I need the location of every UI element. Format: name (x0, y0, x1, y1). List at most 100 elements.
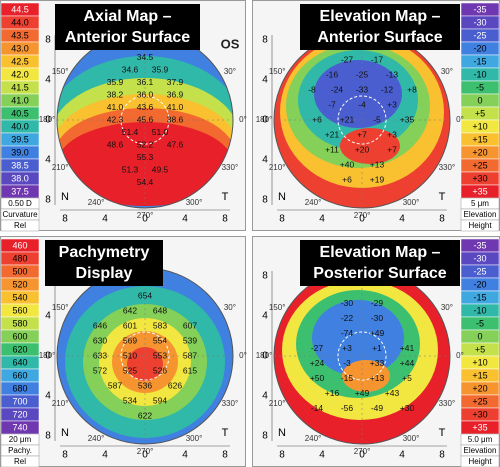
map-value: +35 (400, 114, 415, 124)
angle-label: 270° (137, 447, 154, 456)
scale-footer-label: Elevation (464, 446, 497, 455)
map-value: 47.6 (167, 139, 184, 149)
x-tick-label: 0 (142, 214, 148, 225)
map-value: 648 (153, 305, 167, 315)
x-tick-label: 8 (62, 450, 68, 461)
y-tick-label: 0 (262, 351, 268, 362)
scale-footer-label: Elevation (464, 210, 497, 219)
map-value: +21 (340, 114, 355, 124)
map-value: 35.9 (107, 77, 124, 87)
angle-label: 270° (137, 211, 154, 220)
y-tick-label: 8 (45, 195, 51, 206)
scale-label: +35 (472, 422, 487, 432)
map-value: +6 (312, 114, 322, 124)
temporal-label: T (439, 191, 446, 203)
scale-footer-label: 0.50 D (8, 199, 32, 208)
scale-label: 43.0 (11, 43, 29, 53)
scale-label: 720 (12, 409, 27, 419)
panel-title: Elevation Map – (320, 244, 441, 261)
map-value: 51.0 (152, 127, 169, 137)
map-value: -29 (371, 298, 384, 308)
scale-label: 38.0 (11, 173, 29, 183)
y-tick-label: 0 (262, 115, 268, 126)
scale-label: -20 (473, 279, 486, 289)
map-value: +11 (325, 144, 339, 154)
map-value: +20 (355, 144, 370, 154)
scale-label: 480 (12, 253, 27, 263)
angle-label: 240° (305, 434, 322, 443)
x-tick-label: 0 (359, 450, 365, 461)
angle-label: 30° (224, 67, 236, 76)
map-value: -49 (371, 403, 384, 413)
temporal-label: T (439, 427, 446, 439)
angle-label: 300° (186, 434, 203, 443)
map-value: -74 (341, 328, 354, 338)
x-tick-label: 8 (222, 450, 228, 461)
map-value: 654 (138, 290, 152, 300)
scale-label: 42.0 (11, 69, 29, 79)
map-value: -4 (358, 99, 366, 109)
map-value: 52.2 (137, 139, 154, 149)
nasal-label: N (61, 427, 69, 439)
x-tick-label: 4 (182, 214, 188, 225)
map-value: 572 (93, 365, 107, 375)
title-box (300, 240, 460, 286)
map-value: 642 (123, 305, 137, 315)
angle-label: 330° (222, 163, 239, 172)
title-box (55, 4, 200, 50)
scale-label: +30 (472, 173, 487, 183)
x-tick-label: 4 (399, 450, 405, 461)
panel-title: Anterior Surface (65, 29, 190, 46)
map-value: -8 (308, 84, 316, 94)
scale-label: 42.5 (11, 56, 29, 66)
scale-label: 500 (12, 266, 27, 276)
angle-label: 270° (354, 447, 371, 456)
map-value: 569 (123, 335, 137, 345)
temporal-label: T (222, 191, 229, 203)
y-tick-label: 4 (45, 75, 51, 86)
scale-label: 620 (12, 344, 27, 354)
map-value: 534 (123, 395, 137, 405)
scale-footer-label: Height (468, 457, 492, 466)
x-tick-label: 8 (279, 214, 285, 225)
scale-label: 43.5 (11, 30, 29, 40)
map-value: 587 (183, 350, 197, 360)
map-value: 41.0 (107, 102, 124, 112)
y-tick-label: 4 (262, 391, 268, 402)
map-value: 36.9 (167, 89, 184, 99)
map-value: +13 (370, 159, 385, 169)
map-value: 36.1 (137, 77, 154, 87)
map-value: -12 (381, 84, 394, 94)
x-tick-label: 4 (102, 450, 108, 461)
x-tick-label: 8 (439, 214, 445, 225)
map-value: 607 (183, 320, 197, 330)
scale-label: +5 (475, 108, 485, 118)
scale-footer-label: Height (468, 221, 492, 230)
y-tick-label: 8 (262, 431, 268, 442)
y-tick-label: 8 (262, 35, 268, 46)
scale-label: -20 (473, 43, 486, 53)
angle-label: 0° (239, 351, 247, 360)
scale-label: -5 (476, 318, 484, 328)
scale-label: -30 (473, 17, 486, 27)
scale-label: 740 (12, 422, 27, 432)
map-value: -13 (386, 69, 399, 79)
map-value: +16 (325, 388, 340, 398)
map-value: +41 (400, 343, 415, 353)
map-value: 615 (183, 365, 197, 375)
map-value: +24 (310, 358, 325, 368)
map-value: +3 (387, 99, 397, 109)
scale-label: -10 (473, 69, 486, 79)
map-value: 45.6 (137, 114, 154, 124)
map-value: +1 (372, 343, 382, 353)
map-value: +43 (385, 388, 400, 398)
angle-label: 270° (354, 211, 371, 220)
x-tick-label: 4 (182, 450, 188, 461)
x-tick-label: 4 (399, 214, 405, 225)
panel-title: Pachymetry (59, 244, 150, 261)
scale-label: +25 (472, 396, 487, 406)
map-value: +50 (310, 373, 325, 383)
map-value: +6 (342, 174, 352, 184)
scale-footer-cell (0, 219, 40, 232)
